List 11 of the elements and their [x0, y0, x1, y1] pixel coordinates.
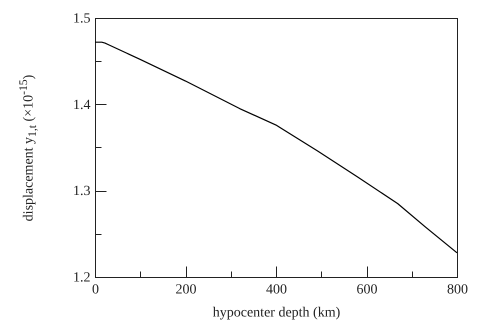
x-tick-label: 600	[356, 282, 378, 298]
y-tick-label: 1.5	[73, 12, 90, 26]
y-tick-label: 1.2	[73, 270, 90, 286]
y-tick-label: 1.4	[73, 98, 90, 113]
x-tick-label: 800	[447, 282, 468, 298]
x-tick-label: 200	[176, 282, 196, 298]
line-series	[94, 42, 458, 254]
y-tick-label: 1.3	[73, 184, 90, 200]
x-tick-label: 0	[92, 282, 99, 298]
x-tick-label: 400	[266, 282, 287, 298]
x-axis-title: hypocenter depth (km)	[212, 306, 341, 320]
